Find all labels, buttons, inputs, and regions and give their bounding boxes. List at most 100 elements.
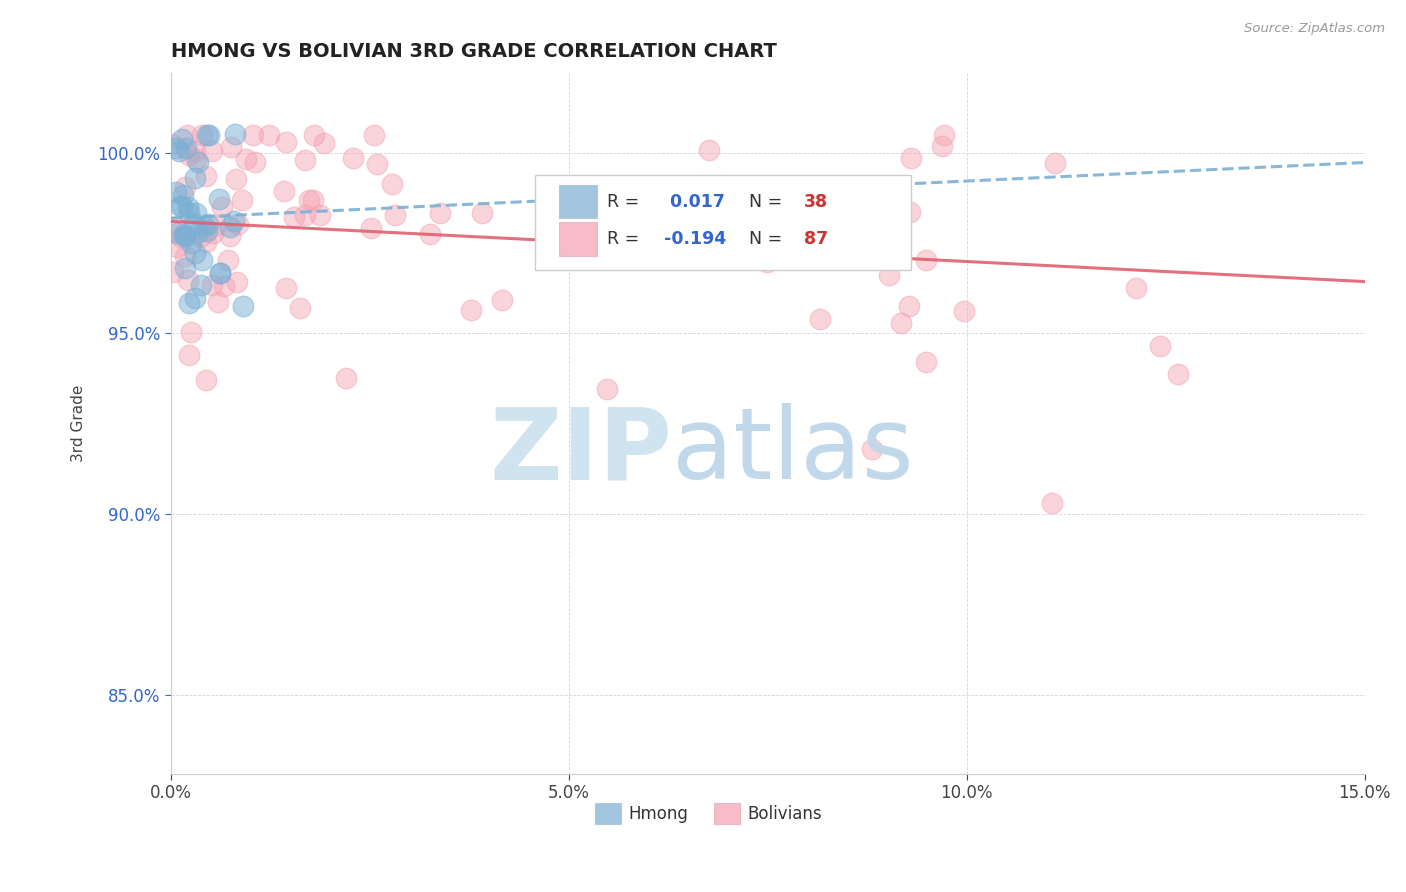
- Point: [202, 226, 225, 240]
- Point: [195, 373, 218, 387]
- Point: [173, 179, 195, 194]
- Point: [160, 136, 183, 151]
- Point: [166, 226, 188, 240]
- Point: [596, 383, 619, 397]
- Point: [195, 128, 218, 142]
- Point: [308, 208, 330, 222]
- Text: R =: R =: [606, 230, 644, 249]
- Point: [173, 249, 195, 263]
- Point: [808, 312, 831, 326]
- Point: [167, 144, 190, 158]
- Point: [165, 185, 187, 199]
- Point: [173, 227, 195, 241]
- Point: [1149, 338, 1171, 352]
- Text: -0.194: -0.194: [664, 230, 725, 249]
- Point: [184, 144, 207, 158]
- Point: [190, 278, 212, 293]
- Point: [195, 169, 218, 183]
- Point: [664, 252, 686, 266]
- Text: atlas: atlas: [672, 403, 914, 500]
- Point: [860, 442, 883, 456]
- Text: Bolivians: Bolivians: [748, 805, 823, 823]
- Point: [245, 155, 267, 169]
- Point: [165, 141, 187, 155]
- Point: [172, 187, 194, 202]
- Point: [186, 206, 208, 220]
- Point: [693, 227, 716, 242]
- Point: [176, 141, 198, 155]
- FancyBboxPatch shape: [534, 175, 911, 269]
- Point: [222, 214, 245, 228]
- Point: [174, 229, 197, 244]
- Point: [176, 273, 198, 287]
- Point: [205, 218, 228, 232]
- Point: [170, 131, 193, 145]
- Point: [198, 128, 221, 142]
- Point: [177, 200, 200, 214]
- Point: [212, 279, 235, 293]
- Point: [419, 227, 441, 241]
- Point: [197, 224, 219, 238]
- Point: [184, 171, 207, 186]
- Y-axis label: 3rd Grade: 3rd Grade: [72, 385, 86, 462]
- Point: [187, 226, 209, 240]
- Point: [934, 128, 956, 142]
- Point: [304, 128, 326, 142]
- Point: [786, 248, 808, 262]
- Point: [897, 299, 920, 313]
- Point: [217, 252, 239, 267]
- Point: [219, 228, 242, 243]
- Point: [900, 205, 922, 219]
- Point: [177, 206, 200, 220]
- Point: [193, 219, 215, 234]
- Point: [173, 260, 195, 275]
- Point: [890, 316, 912, 330]
- Point: [225, 172, 247, 186]
- Point: [697, 144, 720, 158]
- Point: [381, 177, 404, 191]
- Point: [363, 128, 385, 142]
- Point: [360, 221, 382, 235]
- Point: [207, 295, 229, 310]
- Point: [218, 219, 240, 234]
- Point: [187, 154, 209, 169]
- Point: [162, 265, 184, 279]
- Point: [931, 139, 953, 153]
- Text: 87: 87: [804, 230, 828, 249]
- Point: [1043, 156, 1066, 170]
- Point: [257, 128, 280, 142]
- Point: [283, 211, 305, 225]
- Point: [166, 239, 188, 253]
- Point: [288, 301, 311, 316]
- Point: [186, 152, 208, 166]
- Point: [235, 152, 257, 166]
- Text: HMONG VS BOLIVIAN 3RD GRADE CORRELATION CHART: HMONG VS BOLIVIAN 3RD GRADE CORRELATION …: [170, 42, 776, 61]
- Point: [201, 144, 224, 158]
- Point: [183, 246, 205, 260]
- Point: [877, 268, 900, 283]
- FancyBboxPatch shape: [558, 222, 598, 256]
- Point: [208, 266, 231, 280]
- Point: [335, 371, 357, 385]
- Point: [190, 252, 212, 267]
- Point: [177, 148, 200, 162]
- Point: [298, 193, 321, 207]
- Point: [180, 325, 202, 339]
- Point: [471, 206, 494, 220]
- Point: [231, 193, 253, 207]
- Point: [550, 240, 572, 254]
- Text: 0.017: 0.017: [664, 193, 724, 211]
- Point: [174, 228, 197, 243]
- Point: [180, 235, 202, 250]
- FancyBboxPatch shape: [558, 185, 598, 219]
- Point: [183, 216, 205, 230]
- Point: [1167, 367, 1189, 381]
- Text: R =: R =: [606, 193, 644, 211]
- FancyBboxPatch shape: [714, 804, 741, 824]
- Point: [900, 151, 922, 165]
- Point: [176, 128, 198, 142]
- Point: [491, 293, 513, 307]
- Point: [190, 228, 212, 243]
- Point: [242, 128, 264, 142]
- Point: [211, 200, 233, 214]
